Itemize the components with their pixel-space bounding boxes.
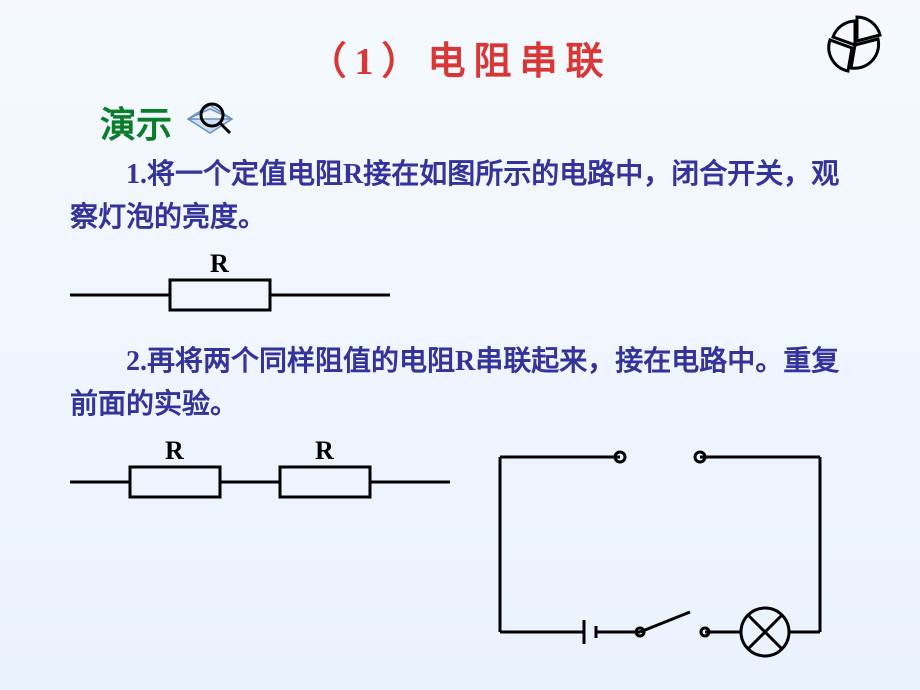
slide-title: （1）电阻串联	[40, 30, 880, 85]
single-resistor-diagram: R	[70, 250, 850, 325]
paragraph-1: 1.将一个定值电阻R接在如图所示的电路中，闭合开关，观察灯泡的亮度。	[70, 153, 850, 240]
resistor-label: R	[210, 250, 229, 278]
pie-chart-icon	[820, 15, 890, 80]
search-icon	[182, 95, 238, 148]
paragraph-2: 2.再将两个同样阻值的电阻R串联起来，接在电路中。重复前面的实验。	[70, 340, 850, 427]
double-resistor-diagram: R R	[70, 437, 450, 512]
resistor-label: R	[165, 437, 184, 465]
resistor-label: R	[315, 437, 334, 465]
demo-row: 演示	[100, 95, 880, 148]
circuit-diagram	[480, 437, 840, 672]
demo-label: 演示	[100, 96, 172, 148]
circuit-row: R R	[70, 437, 850, 672]
slide: （1）电阻串联 演示 1.将一个定值电阻R接在如图所示的电路中，闭合开关，观察灯…	[0, 0, 920, 690]
